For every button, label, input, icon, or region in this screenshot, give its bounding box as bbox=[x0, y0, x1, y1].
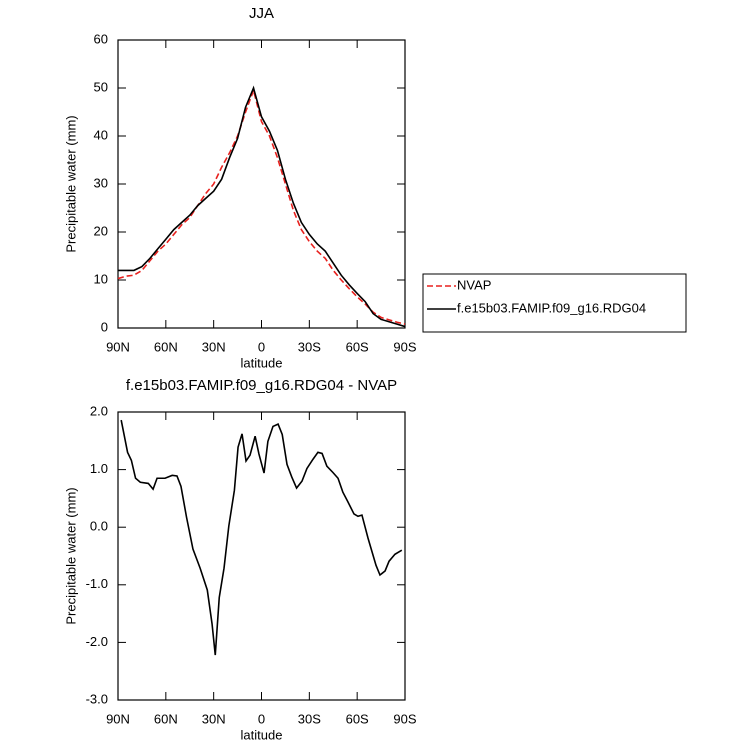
y-tick-label: 0 bbox=[101, 319, 108, 334]
x-tick-label: 30S bbox=[298, 339, 321, 354]
x-tick-label: 90S bbox=[393, 711, 416, 726]
y-tick-label: 0.0 bbox=[90, 519, 108, 534]
y-axis-label: Precipitable water (mm) bbox=[63, 487, 78, 624]
x-tick-label: 90S bbox=[393, 339, 416, 354]
x-tick-label: 30N bbox=[202, 711, 226, 726]
x-tick-label: 0 bbox=[258, 711, 265, 726]
x-tick-label: 60S bbox=[346, 339, 369, 354]
y-tick-label: 2.0 bbox=[90, 403, 108, 418]
x-tick-label: 60N bbox=[154, 711, 178, 726]
y-tick-label: 40 bbox=[94, 127, 108, 142]
chart-title: f.e15b03.FAMIP.f09_g16.RDG04 - NVAP bbox=[126, 377, 397, 394]
data-line bbox=[120, 419, 403, 656]
y-tick-label: -3.0 bbox=[86, 691, 108, 706]
x-axis-label: latitude bbox=[241, 727, 283, 742]
x-axis-label: latitude bbox=[241, 355, 283, 370]
x-tick-label: 0 bbox=[258, 339, 265, 354]
plot-frame bbox=[117, 411, 406, 701]
legend-label: f.e15b03.FAMIP.f09_g16.RDG04 bbox=[457, 300, 646, 315]
y-tick-label: 60 bbox=[94, 31, 108, 46]
y-tick-label: 10 bbox=[94, 271, 108, 286]
x-tick-label: 60N bbox=[154, 339, 178, 354]
x-tick-label: 90N bbox=[106, 711, 130, 726]
y-tick-label: -1.0 bbox=[86, 576, 108, 591]
y-tick-label: 50 bbox=[94, 79, 108, 94]
legend-label: NVAP bbox=[457, 277, 491, 292]
chart-title: JJA bbox=[249, 5, 274, 22]
x-tick-label: 30N bbox=[202, 339, 226, 354]
y-tick-label: -2.0 bbox=[86, 634, 108, 649]
y-tick-label: 20 bbox=[94, 223, 108, 238]
x-tick-label: 60S bbox=[346, 711, 369, 726]
x-tick-label: 30S bbox=[298, 711, 321, 726]
data-line bbox=[117, 87, 406, 325]
plot-frame bbox=[117, 39, 406, 329]
data-line bbox=[118, 85, 406, 328]
legend-box bbox=[422, 273, 687, 333]
x-tick-label: 90N bbox=[106, 339, 130, 354]
y-axis-label: Precipitable water (mm) bbox=[63, 115, 78, 252]
y-tick-label: 30 bbox=[94, 175, 108, 190]
y-tick-label: 1.0 bbox=[90, 461, 108, 476]
